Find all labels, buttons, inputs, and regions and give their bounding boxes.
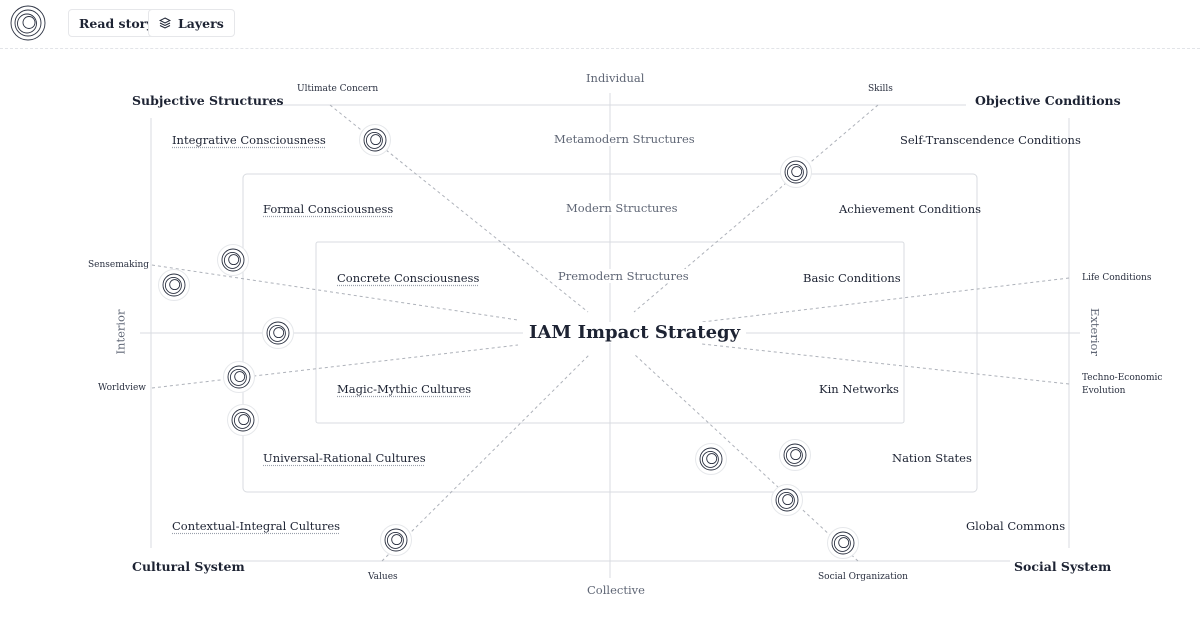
- corner-label-social-system: Social System: [1014, 559, 1112, 574]
- spoke-label-techno-economic: Techno-Economic: [1082, 373, 1163, 383]
- label-nation-states: Nation States: [892, 451, 972, 465]
- orbit-node-icon[interactable]: [771, 484, 803, 516]
- structure-label-modern: Modern Structures: [563, 201, 681, 215]
- link-contextual-integral-cultures[interactable]: Contextual-Integral Cultures: [172, 519, 341, 533]
- spoke-line-worldview: [151, 344, 519, 389]
- structure-label-metamodern: Metamodern Structures: [551, 132, 698, 146]
- link-concrete-consciousness[interactable]: Concrete Consciousness: [337, 271, 480, 285]
- read-story-label: Read story: [79, 15, 154, 31]
- spoke-label-evolution: Evolution: [1082, 386, 1126, 396]
- label-global-commons: Global Commons: [966, 519, 1066, 533]
- spoke-line-values: [381, 353, 591, 562]
- orbit-node-icon[interactable]: [217, 244, 249, 276]
- label-self-transcendence-conditions: Self-Transcendence Conditions: [900, 133, 1081, 147]
- orbit-node-icon[interactable]: [359, 124, 391, 156]
- app-logo-icon[interactable]: [10, 5, 46, 41]
- axis-label-individual: Individual: [586, 71, 645, 85]
- link-universal-rational-cultures[interactable]: Universal-Rational Cultures: [263, 451, 426, 465]
- orbit-node-icon[interactable]: [780, 156, 812, 188]
- label-basic-conditions: Basic Conditions: [803, 271, 901, 285]
- top-toolbar: Read story Layers: [0, 0, 1200, 49]
- axis-label-interior: Interior: [113, 309, 128, 355]
- orbit-node-icon[interactable]: [227, 404, 259, 436]
- layers-label: Layers: [178, 15, 224, 31]
- orbit-node-icon[interactable]: [262, 317, 294, 349]
- link-integrative-consciousness[interactable]: Integrative Consciousness: [172, 133, 326, 147]
- axis-label-collective: Collective: [587, 583, 645, 597]
- spoke-line-sensemaking: [151, 264, 519, 321]
- spoke-label-sensemaking: Sensemaking: [88, 260, 150, 270]
- spoke-label-social-organization: Social Organization: [818, 572, 908, 582]
- link-formal-consciousness[interactable]: Formal Consciousness: [263, 202, 394, 216]
- spoke-label-skills: Skills: [868, 84, 893, 94]
- spoke-line-social-organization: [633, 353, 859, 562]
- orbit-node-icon[interactable]: [779, 439, 811, 471]
- layers-icon: [159, 17, 171, 29]
- spoke-label-life-conditions: Life Conditions: [1082, 273, 1152, 283]
- corner-label-subjective-structures: Subjective Structures: [132, 93, 284, 108]
- corner-label-objective-conditions: Objective Conditions: [975, 93, 1121, 108]
- orbit-node-icon[interactable]: [223, 361, 255, 393]
- orbit-node-icon[interactable]: [158, 269, 190, 301]
- axis-label-exterior: Exterior: [1087, 308, 1102, 356]
- spoke-label-values: Values: [368, 572, 398, 582]
- orbit-node-icon[interactable]: [380, 524, 412, 556]
- orbit-node-icon[interactable]: [827, 527, 859, 559]
- spoke-line-life-conditions: [701, 277, 1070, 323]
- spoke-line-techno-economic: [701, 343, 1070, 385]
- corner-label-cultural-system: Cultural System: [132, 559, 245, 574]
- label-achievement-conditions: Achievement Conditions: [839, 202, 982, 216]
- structure-label-premodern: Premodern Structures: [555, 269, 692, 283]
- spoke-label-ultimate-concern: Ultimate Concern: [297, 84, 379, 94]
- label-kin-networks: Kin Networks: [819, 382, 899, 396]
- spoke-label-worldview: Worldview: [98, 383, 146, 393]
- link-magic-mythic-cultures[interactable]: Magic-Mythic Cultures: [337, 382, 472, 396]
- diagram-title: IAM Impact Strategy: [523, 322, 747, 343]
- orbit-node-icon[interactable]: [695, 443, 727, 475]
- layers-button[interactable]: Layers: [148, 9, 235, 37]
